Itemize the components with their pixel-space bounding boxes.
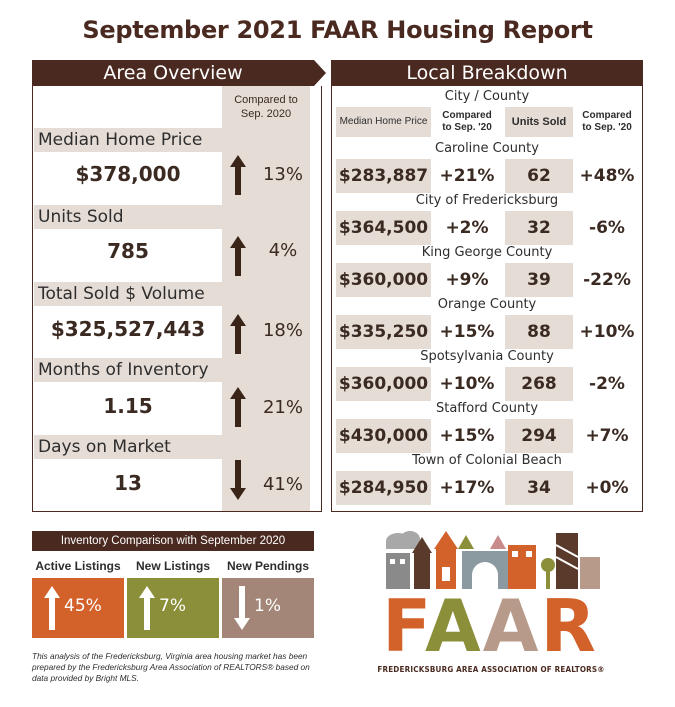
breakdown-location-name: King George County (421, 245, 553, 260)
breakdown-cell-price: $360,000 (336, 263, 431, 297)
faar-wordmark: FAAR (382, 584, 598, 668)
breakdown-cell-units: 34 (505, 471, 573, 505)
inventory-card-new-pendings: 1% (222, 578, 314, 638)
col-median-price: Median Home Price (336, 107, 431, 137)
breakdown-cell-units: 39 (505, 263, 573, 297)
breakdown-cell-price-pct: +10% (439, 374, 495, 394)
disclaimer-note: This analysis of the Fredericksburg, Vir… (32, 651, 310, 683)
breakdown-cell-price: $283,887 (336, 159, 431, 193)
inventory-label: New Listings (135, 559, 210, 573)
breakdown-cell-price: $360,000 (336, 367, 431, 401)
metric-value: $325,527,443 (50, 317, 206, 341)
breakdown-cell-units-pct: +7% (585, 426, 629, 446)
breakdown-cell-units: 268 (505, 367, 573, 401)
inventory-pct: 7% (159, 596, 186, 616)
metric-value: 785 (107, 239, 149, 263)
breakdown-cell-price-pct: +21% (439, 166, 495, 186)
breakdown-cell-units-pct: +10% (579, 322, 635, 342)
breakdown-cell-price: $364,500 (336, 211, 431, 245)
inventory-pct: 45% (64, 596, 102, 616)
breakdown-location-name: Orange County (437, 297, 537, 312)
inventory-card-active: 45% (32, 578, 124, 638)
arrow-up-icon (230, 236, 246, 276)
breakdown-location-name: Stafford County (435, 401, 539, 416)
faar-skyline-logo-icon (386, 531, 600, 589)
metric-pct: 18% (262, 320, 303, 341)
metric-pct: 4% (268, 240, 298, 261)
arrow-down-icon (230, 460, 246, 500)
metric-pct: 41% (262, 474, 303, 495)
inventory-label: New Pendings (226, 559, 309, 573)
col-units-sold: Units Sold (505, 107, 573, 137)
arrow-up-icon (230, 155, 246, 195)
breakdown-cell-price: $284,950 (336, 471, 431, 505)
metric-label: Total Sold $ Volume (34, 282, 222, 306)
area-overview-panel (32, 86, 322, 512)
breakdown-location-name: Caroline County (435, 141, 539, 156)
breakdown-cell-units: 32 (505, 211, 573, 245)
report-title: September 2021 FAAR Housing Report (82, 16, 593, 44)
breakdown-location-name: Spotsylvania County (420, 349, 554, 364)
arrow-up-icon (230, 387, 246, 427)
city-county-header: City / County (444, 89, 530, 104)
breakdown-cell-price: $335,250 (336, 315, 431, 349)
faar-subtitle: FREDERICKSBURG AREA ASSOCIATION OF REALT… (377, 665, 605, 674)
breakdown-location-name: City of Fredericksburg (415, 193, 559, 208)
metric-value: 1.15 (103, 394, 153, 418)
arrow-up-icon (230, 314, 246, 354)
metric-value: $378,000 (75, 162, 181, 186)
metric-label: Days on Market (34, 435, 222, 459)
breakdown-cell-price: $430,000 (336, 419, 431, 453)
col-units-compared: Compared to Sep. '20 (582, 110, 632, 133)
breakdown-cell-units: 294 (505, 419, 573, 453)
arrow-up-icon (44, 586, 60, 630)
inventory-heading: Inventory Comparison with September 2020 (32, 531, 314, 551)
local-breakdown-heading: Local Breakdown (331, 60, 643, 86)
breakdown-cell-price-pct: +2% (445, 218, 489, 238)
metric-value: 13 (114, 471, 142, 495)
breakdown-cell-price-pct: +15% (439, 322, 495, 342)
area-overview-heading: Area Overview (32, 60, 326, 86)
col-price-compared: Compared to Sep. '20 (442, 110, 492, 133)
inventory-card-new-listings: 7% (127, 578, 219, 638)
breakdown-cell-units-pct: -2% (589, 374, 625, 394)
breakdown-cell-price-pct: +15% (439, 426, 495, 446)
local-breakdown-panel (331, 86, 643, 512)
metric-label: Units Sold (34, 205, 222, 229)
breakdown-cell-units-pct: +48% (579, 166, 635, 186)
metric-pct: 21% (262, 397, 303, 418)
compared-column-bg (222, 86, 310, 511)
breakdown-cell-units-pct: -6% (589, 218, 625, 238)
arrow-up-icon (139, 586, 155, 630)
breakdown-cell-units-pct: +0% (585, 478, 629, 498)
metric-label: Months of Inventory (34, 358, 222, 382)
inventory-label: Active Listings (35, 559, 121, 573)
metric-pct: 13% (262, 164, 303, 185)
breakdown-location-name: Town of Colonial Beach (412, 453, 562, 468)
breakdown-cell-price-pct: +9% (445, 270, 489, 290)
breakdown-cell-units: 62 (505, 159, 573, 193)
breakdown-cell-units: 88 (505, 315, 573, 349)
inventory-pct: 1% (254, 596, 281, 616)
arrow-down-icon (234, 586, 250, 630)
metric-label: Median Home Price (34, 128, 222, 152)
breakdown-cell-price-pct: +17% (439, 478, 495, 498)
compared-column-header: Compared to Sep. 2020 (234, 94, 298, 120)
breakdown-cell-units-pct: -22% (583, 270, 631, 290)
